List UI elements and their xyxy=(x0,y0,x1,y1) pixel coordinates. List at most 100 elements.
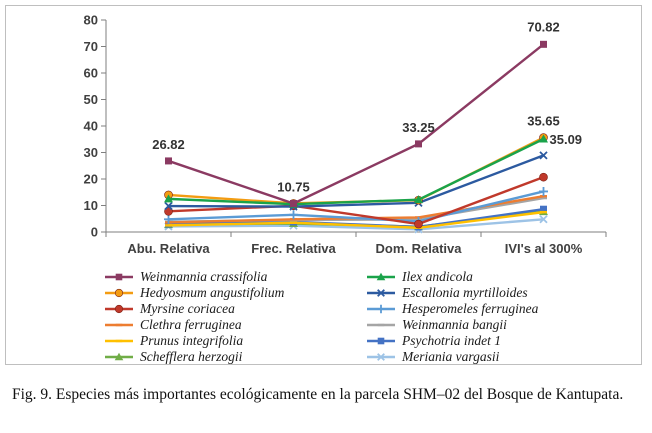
legend-swatch xyxy=(105,352,133,361)
data-point xyxy=(540,40,547,48)
data-point xyxy=(290,221,297,224)
legend-item: Schefflera herzogii xyxy=(104,349,242,365)
legend-item: Clethra ferruginea xyxy=(104,317,242,333)
data-point xyxy=(539,134,548,143)
legend-swatch xyxy=(367,289,395,297)
legend-swatch xyxy=(367,337,395,345)
x-tick-label: Abu. Relativa xyxy=(127,241,210,256)
series-line xyxy=(168,43,545,205)
data-point xyxy=(540,196,547,200)
y-tick-label: 20 xyxy=(84,172,98,187)
data-point xyxy=(539,172,548,182)
data-label: 26.82 xyxy=(152,137,185,152)
legend-swatch xyxy=(105,304,133,314)
data-point xyxy=(165,220,172,228)
data-point xyxy=(164,207,173,216)
data-point xyxy=(539,215,548,224)
legend-label: Hedyosmum angustifolium xyxy=(140,285,285,300)
data-point xyxy=(164,194,173,203)
y-tick-label: 0 xyxy=(91,225,98,240)
y-tick-label: 80 xyxy=(84,13,98,28)
data-point xyxy=(415,140,422,148)
legend-swatch-marker xyxy=(376,272,386,281)
legend-label: Schefflera herzogii xyxy=(140,349,243,364)
legend-swatch-marker xyxy=(114,352,124,361)
data-point xyxy=(540,195,547,198)
chart-frame: 0 10 20 30 40 50 60 70 80 Abu. Relativa Frec. Rela… xyxy=(5,5,642,365)
legend-item: Hesperomeles ferruginea xyxy=(366,301,538,317)
series-myrsine-coriacea xyxy=(164,172,548,229)
legend-item: Weinmannia crassifolia xyxy=(104,269,267,285)
legend-swatch xyxy=(105,339,133,343)
legend-item: Escallonia myrtilloides xyxy=(366,285,528,301)
line-chart: 0 10 20 30 40 50 60 70 80 Abu. Relativa Frec. Rela… xyxy=(84,13,607,256)
data-label: 35.09 xyxy=(550,132,583,147)
legend-swatch-marker xyxy=(115,339,123,343)
x-tick-label: IVI's al 300% xyxy=(505,241,583,256)
legend-swatch-marker xyxy=(114,288,124,298)
data-point xyxy=(414,219,423,229)
legend-swatch-marker xyxy=(115,323,123,327)
legend-swatch xyxy=(367,304,395,314)
legend-label: Myrsine coriacea xyxy=(140,301,235,316)
legend-swatch xyxy=(105,288,133,298)
legend-swatch-marker xyxy=(377,337,385,345)
legend-swatch xyxy=(105,273,133,281)
data-point xyxy=(164,201,173,211)
y-tick-label: 60 xyxy=(84,66,98,81)
data-point xyxy=(539,151,548,160)
data-point xyxy=(165,224,172,227)
data-point xyxy=(165,157,172,165)
y-tick-label: 30 xyxy=(84,145,98,160)
series-line xyxy=(168,137,545,206)
data-point xyxy=(164,214,173,224)
y-tick-label: 10 xyxy=(84,198,98,213)
legend-item: Meriania vargasii xyxy=(366,349,499,365)
legend-label: Escallonia myrtilloides xyxy=(402,285,528,300)
series-weinmannia-crassifolia xyxy=(165,40,547,208)
legend-item: Ilex andicola xyxy=(366,269,473,285)
data-label: 10.75 xyxy=(277,180,310,195)
x-tick-label: Dom. Relativa xyxy=(376,241,463,256)
series-line xyxy=(168,154,544,208)
data-label: 70.82 xyxy=(527,19,560,34)
legend-label: Hesperomeles ferruginea xyxy=(402,301,539,316)
y-tick-label: 40 xyxy=(84,119,98,134)
y-tick-label: 50 xyxy=(84,92,98,107)
legend-label: Ilex andicola xyxy=(402,269,473,284)
data-point xyxy=(289,210,298,220)
legend-swatch xyxy=(367,323,395,327)
legend-label: Clethra ferruginea xyxy=(140,317,242,332)
legend-swatch-marker xyxy=(377,353,385,361)
legend-label: Weinmannia crassifolia xyxy=(140,269,268,284)
legend-item: Hedyosmum angustifolium xyxy=(104,285,284,301)
legend-item: Weinmannia bangii xyxy=(366,317,507,333)
legend-item: Myrsine coriacea xyxy=(104,301,235,317)
data-label: 35.65 xyxy=(527,114,560,129)
legend-swatch xyxy=(105,323,133,327)
legend-swatch-marker xyxy=(377,289,385,297)
legend-swatch-marker xyxy=(377,323,385,327)
data-point xyxy=(290,218,297,221)
legend-swatch-marker xyxy=(114,304,124,314)
legend-swatch-marker xyxy=(115,273,123,281)
legend-label: Psychotria indet 1 xyxy=(402,333,501,348)
legend-item: Psychotria indet 1 xyxy=(366,333,501,349)
legend-label: Prunus integrifolia xyxy=(140,333,244,348)
series-line xyxy=(168,176,544,226)
data-point xyxy=(414,195,423,204)
series-line xyxy=(168,190,544,223)
figure-caption: Fig. 9. Especies más importantes ecológi… xyxy=(12,386,624,403)
data-point xyxy=(540,205,547,213)
legend-swatch-marker xyxy=(376,304,386,314)
series-line xyxy=(168,136,545,205)
legend-swatch xyxy=(367,272,395,281)
data-point xyxy=(290,200,297,208)
series-line xyxy=(168,210,544,229)
data-point xyxy=(540,210,547,214)
data-label: 33.25 xyxy=(402,120,435,135)
legend-item: Prunus integrifolia xyxy=(104,333,243,349)
y-tick-label: 70 xyxy=(84,39,98,54)
data-point xyxy=(539,186,548,196)
legend-swatch xyxy=(367,353,395,361)
